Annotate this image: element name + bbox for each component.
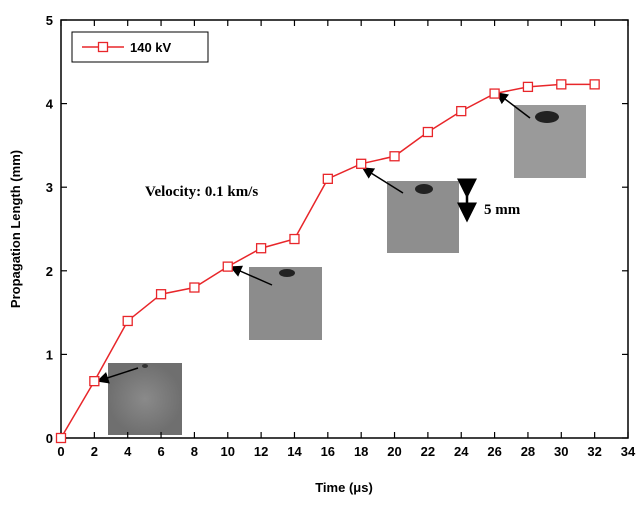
x-tick-label: 10 bbox=[221, 444, 235, 459]
x-tick-label: 26 bbox=[487, 444, 501, 459]
y-axis-label: Propagation Length (mm) bbox=[8, 150, 23, 308]
y-tick-label: 4 bbox=[46, 97, 54, 112]
x-tick-label: 24 bbox=[454, 444, 469, 459]
marker bbox=[422, 126, 434, 138]
marker bbox=[255, 243, 267, 254]
x-tick-label: 8 bbox=[191, 444, 198, 459]
x-tick-label: 14 bbox=[287, 444, 302, 459]
x-axis-label: Time (μs) bbox=[315, 480, 373, 495]
marker bbox=[89, 376, 100, 387]
legend-label: 140 kV bbox=[130, 40, 172, 55]
x-tick-label: 4 bbox=[124, 444, 132, 459]
insets bbox=[96, 92, 586, 435]
y-tick-label: 5 bbox=[46, 13, 53, 28]
x-tick-label: 28 bbox=[521, 444, 535, 459]
x-tick-label: 0 bbox=[57, 444, 64, 459]
plot-frame bbox=[60, 19, 629, 439]
marker bbox=[55, 432, 67, 444]
marker bbox=[155, 289, 167, 300]
annotation: 5 mm bbox=[484, 202, 521, 218]
marker bbox=[356, 158, 367, 169]
y-tick-label: 1 bbox=[46, 347, 53, 362]
legend-marker bbox=[97, 41, 109, 53]
marker bbox=[589, 79, 600, 90]
marker bbox=[456, 105, 467, 117]
y-tick-label: 2 bbox=[46, 264, 53, 279]
x-tick-label: 22 bbox=[421, 444, 435, 459]
marker bbox=[322, 173, 333, 184]
y-tick-label: 3 bbox=[46, 180, 53, 195]
x-tick-label: 2 bbox=[91, 444, 98, 459]
x-tick-label: 20 bbox=[387, 444, 401, 459]
x-tick-label: 12 bbox=[254, 444, 268, 459]
y-tick-label: 0 bbox=[46, 431, 53, 446]
marker bbox=[122, 315, 133, 327]
marker bbox=[189, 282, 200, 293]
x-tick-label: 18 bbox=[354, 444, 368, 459]
marker bbox=[222, 261, 233, 272]
marker bbox=[289, 233, 300, 245]
marker bbox=[489, 88, 500, 99]
marker bbox=[556, 79, 567, 90]
marker bbox=[389, 151, 400, 162]
annotation: Velocity: 0.1 km/s bbox=[145, 184, 258, 200]
marker bbox=[522, 81, 534, 93]
x-tick-label: 32 bbox=[587, 444, 601, 459]
x-tick-label: 30 bbox=[554, 444, 568, 459]
x-tick-label: 34 bbox=[621, 444, 636, 459]
x-tick-label: 16 bbox=[321, 444, 335, 459]
x-tick-label: 6 bbox=[157, 444, 164, 459]
